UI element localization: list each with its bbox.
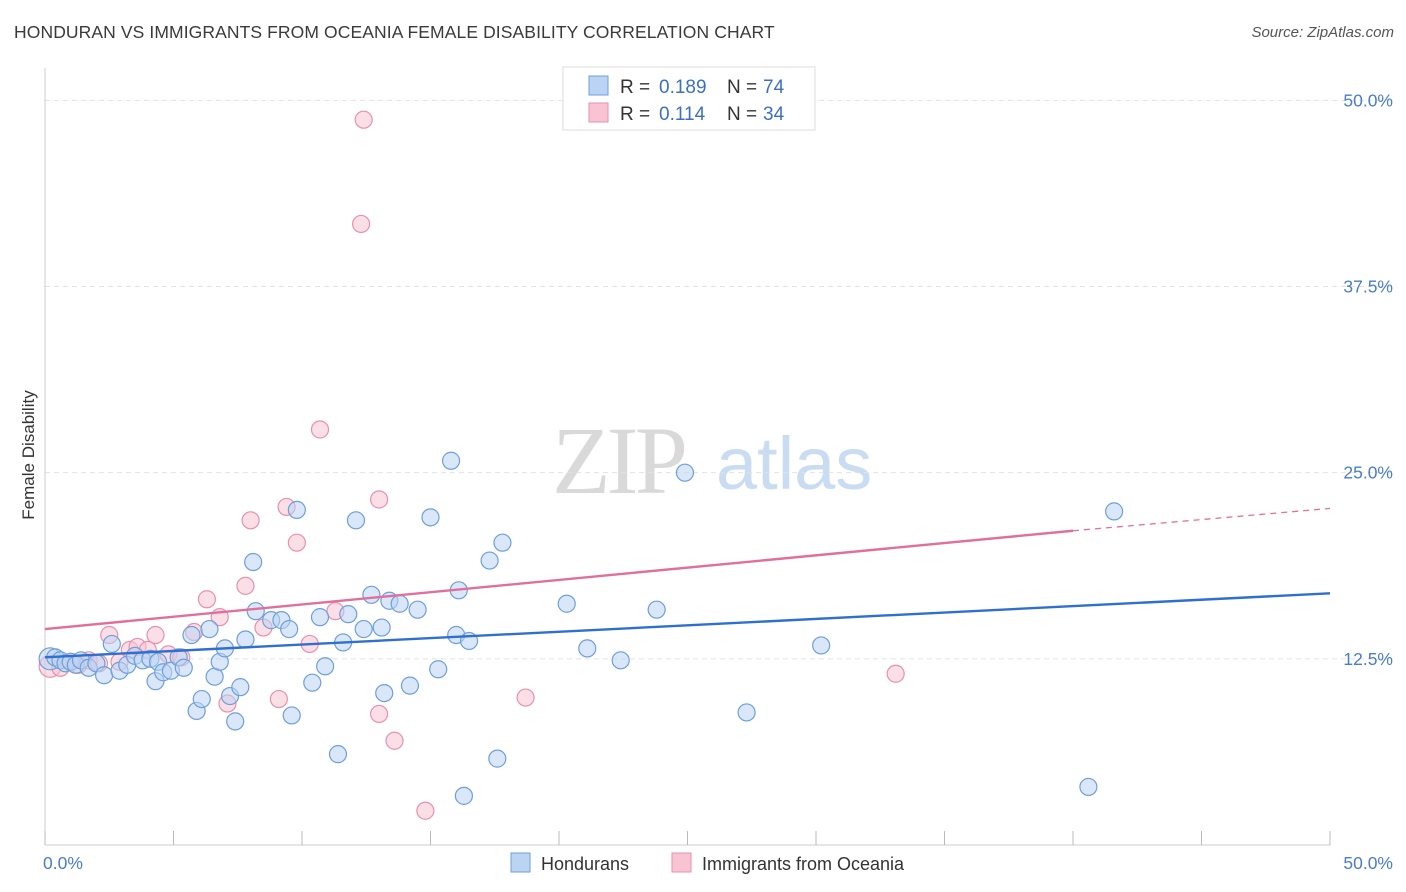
watermark-atlas: atlas (716, 422, 872, 505)
honduran-point (611, 651, 630, 670)
y-tick-labels: 12.5% 25.0% 37.5% 50.0% (1343, 90, 1393, 668)
trend-line-oceania (44, 529, 1074, 631)
oceania-point (370, 704, 389, 724)
legend-n-value-oceania: 34 (763, 104, 785, 125)
oceania-point (354, 110, 373, 129)
honduran-point (372, 618, 391, 637)
honduran-point (480, 551, 499, 570)
axes (44, 68, 1331, 846)
legend-r-label-2: R = (620, 104, 650, 125)
legend-r-label-1: R = (620, 77, 650, 98)
honduran-point (328, 745, 348, 764)
honduran-point (282, 706, 301, 725)
oceania-point (310, 420, 330, 439)
honduran-point (737, 703, 756, 722)
bottom-legend-swatch-hondurans (510, 852, 531, 873)
oceania-point (886, 664, 905, 683)
honduran-point (192, 689, 211, 709)
honduran-point (557, 594, 576, 613)
honduran-point (287, 500, 306, 520)
y-tick-label: 50.0% (1343, 90, 1393, 110)
y-axis-label: Female Disability (19, 390, 38, 520)
honduran-point (441, 451, 461, 470)
honduran-point (675, 463, 695, 482)
oceania-point (236, 576, 255, 595)
legend-n-label-2: N = (727, 104, 757, 125)
legend-n-label-1: N = (727, 77, 757, 98)
honduran-point (493, 533, 512, 552)
grid-lines (45, 99, 1395, 660)
legend-r-value-oceania: 0.114 (659, 104, 706, 125)
honduran-point (200, 619, 219, 639)
oceania-point (416, 801, 435, 820)
series-hondurans-points (38, 451, 1124, 805)
legend-r-value-hondurans: 0.189 (659, 77, 707, 98)
oceania-point (385, 731, 404, 750)
honduran-point (375, 683, 394, 703)
watermark: ZIP atlas (552, 407, 872, 514)
oceania-point (352, 214, 371, 234)
x-tick-labels: 0.0% 50.0% (43, 853, 1393, 873)
legend-n-value-hondurans: 74 (763, 77, 785, 98)
bottom-legend-swatch-oceania (671, 852, 692, 873)
watermark-zip: ZIP (552, 407, 685, 514)
y-tick-label: 25.0% (1343, 463, 1393, 483)
y-tick-label: 37.5% (1343, 277, 1393, 297)
legend-swatch-hondurans (588, 75, 609, 96)
honduran-point (346, 511, 366, 530)
honduran-point (280, 619, 299, 639)
honduran-point (231, 678, 250, 697)
honduran-point (488, 749, 507, 768)
honduran-point (454, 786, 474, 805)
honduran-point (244, 552, 263, 572)
honduran-point (246, 602, 265, 621)
honduran-point (182, 625, 201, 645)
bottom-legend-label-oceania: Immigrants from Oceania (702, 854, 905, 874)
legend-swatch-oceania (588, 102, 609, 123)
oceania-point (516, 688, 535, 707)
x-tick-label: 50.0% (1343, 853, 1393, 873)
source-credit: Source: ZipAtlas.com (1251, 24, 1394, 41)
chart-title: HONDURAN VS IMMIGRANTS FROM OCEANIA FEMA… (14, 22, 775, 42)
honduran-point (236, 630, 255, 649)
honduran-point (95, 666, 114, 685)
honduran-point (647, 600, 666, 619)
honduran-point (390, 594, 409, 613)
honduran-point (362, 585, 381, 604)
oceania-point (269, 689, 288, 709)
y-tick-label: 12.5% (1343, 649, 1393, 669)
honduran-point (1079, 777, 1098, 797)
honduran-point (812, 636, 831, 655)
bottom-legend: Hondurans Immigrants from Oceania (510, 852, 905, 874)
honduran-point (1105, 502, 1124, 521)
oceania-point (287, 533, 306, 552)
honduran-point (174, 658, 193, 677)
honduran-point (421, 508, 440, 527)
trend-lines (44, 507, 1331, 659)
honduran-point (102, 634, 121, 654)
oceania-point (197, 590, 217, 609)
honduran-point (429, 660, 448, 679)
trend-line-hondurans (44, 592, 1331, 659)
honduran-point (316, 657, 335, 676)
legend: R = 0.189 N = 74 R = 0.114 N = 34 (562, 66, 816, 131)
bottom-legend-label-hondurans: Hondurans (541, 854, 629, 874)
honduran-point (354, 619, 373, 639)
trend-line-oceania-extension (1072, 507, 1331, 532)
honduran-point (303, 673, 322, 692)
honduran-point (400, 676, 420, 695)
oceania-point (146, 625, 165, 645)
x-tick-label: 0.0% (43, 853, 83, 873)
honduran-point (339, 605, 358, 624)
honduran-point (310, 608, 330, 627)
oceania-point (370, 490, 389, 509)
honduran-point (408, 600, 427, 619)
honduran-point (578, 639, 597, 658)
oceania-point (241, 511, 260, 530)
honduran-point (226, 712, 245, 731)
